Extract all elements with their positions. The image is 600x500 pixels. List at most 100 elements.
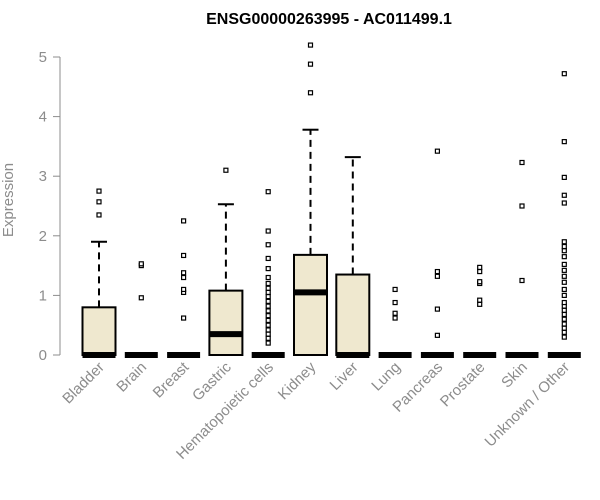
y-tick-label-1: 1 [39,287,47,304]
outlier-point [561,254,567,260]
outlier-point [561,267,567,273]
outlier-point [265,285,271,291]
x-tick-label: Liver [327,359,362,394]
outlier-point [519,203,525,209]
outlier-point [519,159,525,166]
outlier-point [138,261,144,267]
outlier-point [561,71,567,77]
outlier-point [434,306,440,312]
outlier-point [307,90,314,96]
outlier-point [265,317,271,324]
box-iqr [335,273,371,357]
outlier-point [265,265,271,272]
y-tick-label-3: 3 [39,168,47,185]
outlier-point [307,42,314,48]
outlier-point [265,228,271,234]
outlier-point [265,340,271,346]
outlier-point [561,307,567,313]
outlier-point [561,334,567,340]
outlier-point [181,218,187,224]
outlier-point [434,273,440,279]
outlier-point [265,322,271,328]
outlier-point [561,174,567,180]
x-tick-label: Lung [368,359,404,395]
outlier-point [561,243,567,250]
outlier-point [561,321,567,327]
y-tick-label-0: 0 [39,347,47,364]
outlier-point [561,311,567,318]
x-tick-label: Prostate [437,359,489,411]
box-pancreas [420,148,454,358]
outlier-point [392,299,398,306]
box-unknown-other [547,71,581,358]
outlier-point [434,148,440,154]
outlier-point [265,303,271,309]
outlier-point [392,286,398,293]
plot-area [81,42,581,358]
y-tick-label-4: 4 [39,109,47,126]
box-bladder [81,188,117,358]
outlier-point [477,279,483,285]
box-lung [378,286,412,358]
outlier-point [265,280,271,287]
outlier-point [561,286,567,293]
outlier-point [561,279,567,285]
outlier-point [561,273,567,279]
outlier-point [265,298,271,304]
box-iqr [81,306,117,357]
outlier-point [477,264,483,270]
outlier-point [181,270,187,276]
x-tick-label: Bladder [59,359,108,408]
outlier-point [434,268,440,275]
y-axis-label: Expression [0,163,17,237]
box-iqr [208,289,244,356]
outlier-point [265,289,271,296]
outlier-point [561,329,567,335]
box-breast [167,218,201,358]
outlier-point [265,189,271,195]
outlier-point [265,327,271,333]
outlier-point [434,332,440,338]
outlier-point [223,167,229,173]
outlier-point [265,242,271,248]
outlier-point [561,192,567,198]
outlier-point [561,325,567,331]
outlier-point [477,301,483,307]
outlier-point [392,315,398,321]
outlier-point [561,200,567,206]
outlier-point [181,286,187,293]
outlier-point [561,248,567,254]
box-kidney [293,42,328,356]
box-hematopoietic-cells [251,189,285,358]
outlier-point [181,315,187,321]
x-tick-label: Breast [150,358,193,401]
outlier-point [265,313,271,319]
box-iqr [293,253,328,356]
outlier-point [265,335,271,341]
outlier-point [96,188,102,194]
box-brain [124,261,158,358]
outlier-point [561,261,567,268]
outlier-point [181,274,187,281]
box-liver [335,156,371,358]
outlier-point [477,268,483,275]
outlier-point [561,139,567,145]
box-gastric [208,167,244,356]
outlier-point [265,293,271,300]
outlier-point [265,331,271,337]
box-skin [505,159,539,358]
x-tick-label: Kidney [275,358,320,403]
chart-title: ENSG00000263995 - AC011499.1 [206,11,452,28]
outlier-point [561,299,567,306]
outlier-point [392,310,398,316]
outlier-point [265,255,271,262]
x-tick-label: Brain [113,359,150,396]
outlier-point [265,274,271,281]
outlier-point [561,239,567,245]
x-tick-label: Skin [498,359,531,392]
outlier-point [265,308,271,314]
outlier-point [519,277,525,284]
box-prostate [463,264,497,358]
